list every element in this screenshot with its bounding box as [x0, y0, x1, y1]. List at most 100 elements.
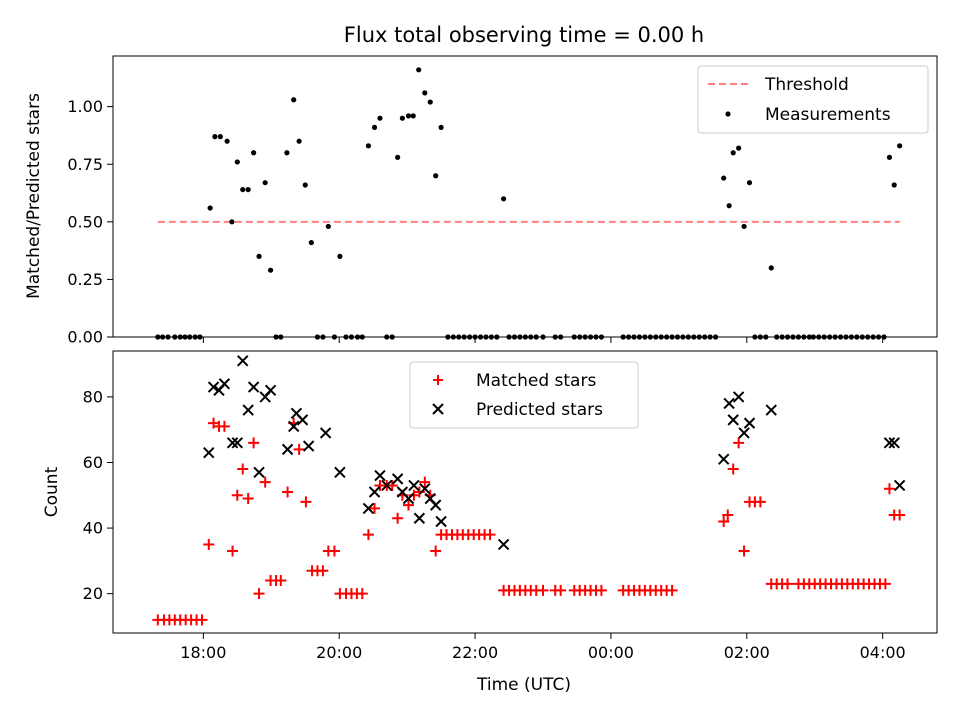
top-legend-box: [697, 65, 929, 134]
measurements-point: [256, 253, 262, 259]
top-ytick-label: 0.75: [67, 155, 103, 174]
predicted-stars-point: [429, 499, 442, 511]
predicted-stars-point: [765, 404, 777, 416]
predicted-stars-point: [237, 355, 249, 367]
measurements-point: [207, 205, 213, 211]
legend-predicted-swatch: [432, 403, 444, 415]
matched-stars-point: [328, 545, 340, 557]
matched-stars-point: [555, 584, 567, 596]
predicted-stars-point: [334, 466, 346, 479]
bottom-ytick-label: 60: [83, 453, 103, 472]
matched-stars-point: [282, 486, 294, 498]
top-panel: Flux total observing time = 0.00 h Match…: [24, 23, 938, 347]
predicted-stars-point: [296, 414, 309, 426]
predicted-stars-point: [732, 391, 745, 403]
measurements-point: [308, 239, 314, 246]
measurements-point: [296, 138, 302, 144]
measurements-point: [741, 223, 747, 230]
matched-stars-point: [293, 443, 305, 455]
chart-title: Flux total observing time = 0.00 h: [344, 23, 704, 47]
predicted-stars-point: [717, 453, 730, 465]
bottom-xtick-label: 04:00: [860, 643, 906, 662]
measurements-point: [291, 97, 297, 103]
predicted-stars-point: [287, 420, 300, 433]
matched-stars-point: [430, 545, 442, 557]
predicted-stars-point: [413, 512, 426, 524]
measurements-point: [422, 90, 428, 96]
matched-stars-point: [218, 420, 230, 432]
measurements-point: [405, 113, 412, 119]
legend-matched-label: Matched stars: [476, 371, 596, 391]
bottom-ytick-label: 80: [83, 387, 103, 406]
measurements-point: [224, 138, 230, 144]
matched-stars-point: [362, 529, 374, 541]
matched-stars-point: [718, 516, 730, 528]
legend-threshold-label: Threshold: [764, 75, 849, 95]
measurements-point: [284, 150, 290, 156]
measurements-point: [217, 134, 223, 140]
matched-stars-point: [894, 509, 906, 521]
top-y-axis-label: Matched/Predicted stars: [24, 93, 44, 299]
top-ytick-label: 1.00: [67, 97, 103, 116]
measurements-point: [736, 145, 742, 151]
bottom-xtick-label: 22:00: [452, 643, 498, 662]
matched-stars-point: [196, 614, 208, 626]
predicted-stars-point: [242, 404, 254, 416]
measurements-point: [267, 267, 274, 273]
predicted-stars-point: [207, 381, 220, 393]
bottom-xtick-label: 00:00: [588, 643, 634, 662]
matched-stars-point: [733, 437, 745, 449]
bottom-legend-box: [409, 361, 639, 429]
matched-stars-point: [356, 588, 368, 600]
matched-stars-point: [369, 502, 381, 514]
matched-stars-point: [754, 496, 766, 508]
matched-stars-point: [738, 545, 750, 557]
top-axes-frame: [112, 55, 938, 338]
measurements-point: [395, 154, 401, 160]
predicted-stars-point: [253, 466, 265, 479]
top-ytick-label: 0.00: [67, 328, 103, 347]
predicted-stars-point: [302, 440, 315, 452]
bottom-xtick-label: 18:00: [180, 643, 226, 662]
predicted-stars-point: [888, 437, 900, 449]
matched-stars-point: [392, 512, 404, 524]
predicted-stars-point: [738, 427, 750, 439]
bottom-legend: Matched stars Predicted stars: [409, 361, 639, 429]
matched-stars-point: [782, 578, 794, 590]
measurements-point: [427, 99, 433, 105]
bottom-xtick-label: 02:00: [724, 643, 770, 662]
predicted-stars-point: [264, 384, 277, 397]
top-ytick-label: 0.50: [67, 212, 103, 231]
matched-stars-point: [259, 476, 271, 488]
matched-stars-point: [248, 437, 260, 449]
legend-measurements-label: Measurements: [765, 105, 891, 125]
matched-stars-point: [484, 529, 496, 541]
measurements-point: [234, 159, 240, 165]
measurements-point: [726, 203, 732, 209]
matched-stars-point: [317, 565, 329, 577]
bottom-y-axis-label: Count: [42, 466, 62, 517]
measurements-point: [399, 115, 405, 121]
legend-measurements-swatch: [725, 111, 731, 117]
predicted-stars-point: [281, 443, 294, 456]
measurements-point: [897, 143, 903, 149]
predicted-stars-point: [362, 502, 375, 515]
predicted-stars-point: [402, 492, 415, 505]
matched-stars-point: [253, 588, 265, 600]
measurements-point: [410, 113, 416, 119]
matched-stars-point: [595, 584, 607, 596]
top-legend: Threshold Measurements: [697, 65, 929, 134]
matched-stars-point: [402, 499, 414, 511]
matched-stars-point: [386, 479, 398, 491]
measurements-point: [768, 265, 774, 271]
bottom-x-axis-label: Time (UTC): [476, 675, 571, 695]
predicted-stars-point: [435, 515, 447, 528]
measurements-point: [365, 143, 372, 149]
legend-predicted-label: Predicted stars: [476, 400, 603, 420]
top-ytick-label: 0.25: [67, 270, 103, 289]
bottom-ytick-label: 40: [83, 519, 103, 538]
matched-stars-point: [203, 538, 215, 550]
matched-stars-point: [242, 493, 254, 505]
measurements-point: [721, 175, 727, 181]
matched-stars-point: [727, 463, 739, 475]
